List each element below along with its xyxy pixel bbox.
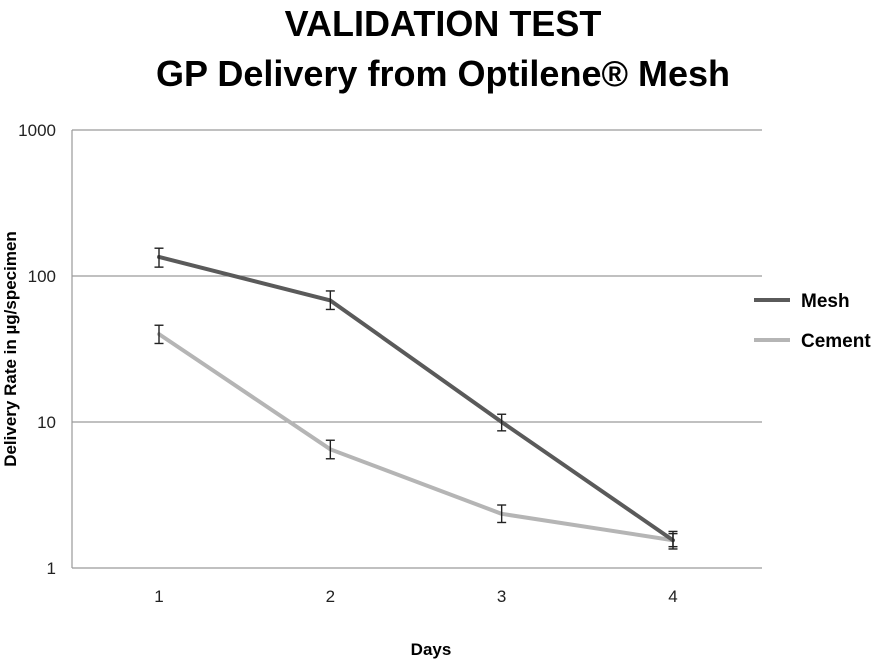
y-tick-labels: 1 10 100 1000 [18, 121, 56, 578]
error-bar [325, 439, 335, 460]
x-tick-label: 2 [326, 587, 335, 606]
x-axis-label: Days [411, 640, 452, 659]
series-line-mesh [157, 254, 675, 543]
y-tick-label: 1000 [18, 121, 56, 140]
legend-label-cement: Cement [801, 331, 871, 352]
grid-lines [71, 129, 762, 569]
legend: Mesh Cement [754, 291, 871, 352]
chart-title: VALIDATION TEST [284, 3, 602, 44]
y-tick-label: 100 [28, 267, 56, 286]
error-bar [154, 247, 164, 268]
error-bar [497, 504, 507, 524]
x-tick-label: 4 [668, 587, 677, 606]
x-tick-labels: 1 2 3 4 [154, 587, 677, 606]
series-line-cement [157, 332, 675, 543]
x-tick-label: 1 [154, 587, 163, 606]
series-layer [154, 247, 678, 550]
error-bar [668, 532, 678, 548]
y-tick-label: 10 [37, 413, 56, 432]
y-axis-label: Delivery Rate in µg/specimen [1, 231, 20, 467]
error-bar [154, 324, 164, 345]
y-tick-label: 1 [47, 559, 56, 578]
legend-label-mesh: Mesh [801, 291, 850, 312]
error-bar [497, 413, 507, 432]
error-bar [325, 290, 335, 311]
chart-subtitle: GP Delivery from Optilene® Mesh [155, 53, 731, 94]
x-tick-label: 3 [497, 587, 506, 606]
